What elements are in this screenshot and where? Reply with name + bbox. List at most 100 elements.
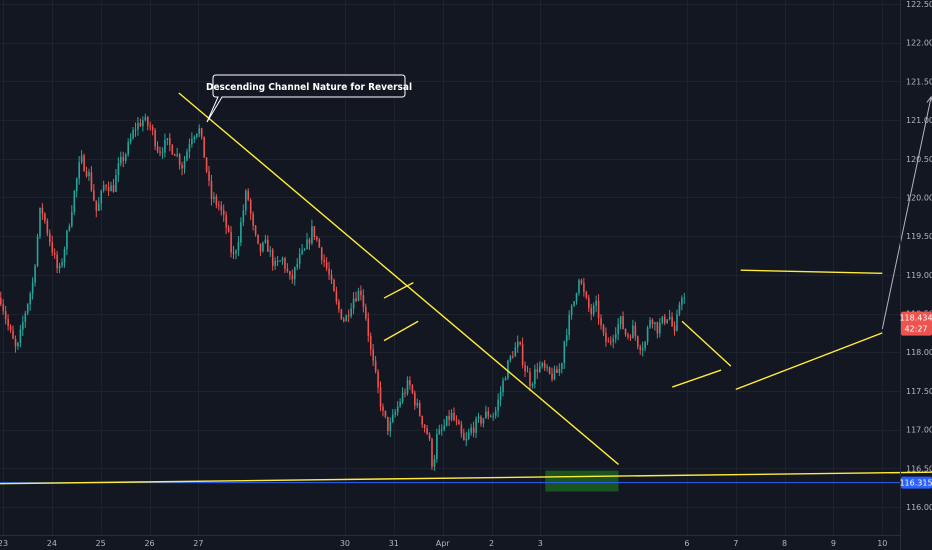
candle-up: [276, 256, 279, 267]
candle-up: [281, 256, 284, 265]
candle-down: [629, 334, 632, 341]
candle-up: [470, 423, 472, 436]
triangle-top-line[interactable]: [740, 269, 883, 274]
candle-down: [556, 365, 558, 374]
candle-up: [558, 363, 561, 376]
candle-up: [34, 263, 36, 287]
date-tick-label: 27: [193, 539, 203, 548]
support-zone[interactable]: [545, 470, 619, 492]
candle-up: [490, 414, 492, 418]
candle-up: [31, 277, 34, 300]
candle-up: [61, 258, 63, 268]
candle-down: [83, 153, 85, 172]
candle-up: [350, 303, 352, 319]
candle-down: [548, 366, 551, 375]
date-tick-label: 23: [0, 539, 8, 548]
flag2-upper-line[interactable]: [681, 320, 732, 367]
candle-down: [323, 254, 325, 267]
flag1-upper-line[interactable]: [383, 281, 414, 299]
candle-up: [298, 248, 301, 269]
candle-down: [487, 407, 490, 420]
candle-down: [355, 291, 357, 303]
candle-down: [360, 285, 362, 301]
candle-up: [137, 117, 139, 136]
candle-up: [646, 325, 649, 345]
candle-down: [536, 362, 539, 379]
candle-down: [379, 381, 382, 412]
candle-up: [570, 304, 573, 320]
candle-down: [156, 141, 159, 154]
candle-down: [154, 128, 156, 151]
candle-up: [22, 315, 24, 336]
candle-down: [362, 289, 365, 313]
candle-down: [171, 144, 174, 155]
candle-up: [401, 387, 404, 404]
candle-up: [124, 152, 127, 164]
candle-up: [531, 382, 534, 389]
candle-down: [512, 351, 514, 359]
candle-down: [605, 327, 607, 347]
candle-down: [374, 355, 377, 374]
candle-up: [509, 354, 512, 363]
candle-down: [320, 246, 323, 265]
candle-down: [247, 188, 250, 202]
candle-down: [543, 359, 546, 371]
candle-up: [102, 180, 105, 193]
candle-up: [58, 262, 61, 274]
candle-up: [575, 292, 578, 305]
candle-up: [614, 327, 617, 344]
candle-up: [75, 177, 78, 198]
candle-down: [663, 313, 666, 326]
price-axis[interactable]: 122.500 122.000 121.500 121.000 120.500 120.0…: [906, 0, 932, 512]
candle-up: [63, 246, 66, 268]
candle-down: [2, 299, 5, 315]
candle-up: [678, 301, 681, 317]
price-tick-label: 122.500: [906, 0, 932, 9]
flag2-lower-line[interactable]: [672, 369, 722, 388]
long-term-support-line[interactable]: [0, 468, 932, 485]
triangle-bottom-line[interactable]: [735, 332, 883, 391]
candle-down: [267, 235, 269, 252]
candle-up: [80, 150, 83, 165]
candle-up: [311, 219, 313, 246]
callout-annotation[interactable]: Descending Channel Nature for Reversal: [206, 74, 412, 123]
candle-up: [120, 151, 122, 167]
candle-up: [144, 113, 147, 122]
candle-down: [588, 294, 590, 312]
candle-up: [683, 292, 686, 304]
candle-up: [115, 168, 117, 193]
candle-up: [88, 168, 90, 181]
candle-down: [14, 335, 17, 353]
candle-up: [127, 138, 129, 157]
candle-down: [53, 248, 56, 259]
candle-up: [504, 376, 507, 381]
drawings-layer[interactable]: [0, 92, 932, 485]
candle-down: [218, 200, 220, 211]
candle-up: [17, 342, 19, 350]
candle-up: [392, 409, 394, 424]
candle-down: [551, 367, 553, 382]
candle-down: [340, 308, 343, 320]
date-axis[interactable]: 23242526273031Apr2367891013141516: [0, 539, 932, 548]
candle-down: [122, 151, 125, 168]
candle-up: [196, 133, 198, 139]
candle-up: [36, 233, 39, 268]
projection-arrow[interactable]: [881, 95, 932, 330]
candle-up: [681, 295, 683, 311]
candle-up: [578, 278, 580, 296]
candle-down: [651, 318, 654, 329]
candle-down: [624, 328, 627, 337]
date-tick-label: 30: [340, 539, 350, 548]
candle-down: [291, 269, 294, 284]
horizontal-level-value: 116.315: [899, 479, 932, 488]
candle-down: [343, 316, 345, 323]
candle-down: [585, 290, 588, 300]
flag1-lower-line[interactable]: [383, 320, 419, 342]
candle-up: [641, 341, 644, 357]
main-descending-trendline[interactable]: [178, 92, 619, 465]
candle-down: [521, 337, 524, 369]
date-tick-label: 31: [389, 539, 399, 548]
candle-down: [249, 198, 252, 221]
candle-up: [497, 393, 499, 418]
